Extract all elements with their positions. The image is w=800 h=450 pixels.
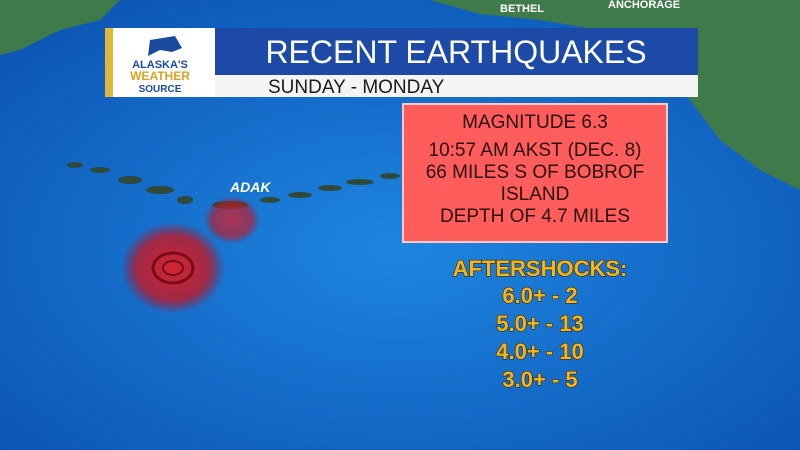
land-west (0, 0, 120, 55)
map-label: ANCHORAGE (608, 0, 680, 11)
info-box (402, 103, 668, 243)
aftershocks-heading: AFTERSHOCKS: (453, 256, 628, 281)
info-line: DEPTH OF 4.7 MILES (440, 206, 630, 227)
title-bar (215, 28, 698, 75)
info-line: ISLAND (501, 184, 570, 205)
subtitle: SUNDAY - MONDAY (268, 77, 445, 98)
epicenter (121, 196, 260, 314)
info-line: 66 MILES S OF BOBROF (426, 162, 645, 183)
logo-text: SOURCE (139, 84, 182, 95)
aftershock-item: 6.0+ - 2 (502, 283, 577, 308)
map-label: BETHEL (500, 3, 544, 15)
info-line: MAGNITUDE 6.3 (462, 112, 608, 133)
logo-map (148, 36, 182, 56)
logo-stripe (105, 28, 113, 97)
aftershock-item: 5.0+ - 13 (496, 311, 583, 336)
title: RECENT EARTHQUAKES (265, 34, 646, 70)
aftershock-item: 4.0+ - 10 (496, 339, 583, 364)
logo-text: ALASKA'S (132, 59, 188, 71)
aftershock-item: 3.0+ - 5 (502, 367, 577, 392)
subtitle-bar (215, 75, 698, 97)
info-lines: MAGNITUDE 6.3 10:57 AM AKST (DEC. 8)66 MI… (426, 112, 645, 227)
aftershocks-list: 6.0+ - 2 5.0+ - 13 4.0+ - 10 3.0+ - 5 (496, 282, 585, 392)
logo-text: WEATHER (130, 69, 190, 83)
mainland (430, 0, 800, 190)
map-label: ADAK (229, 179, 271, 195)
info-line: 10:57 AM AKST (DEC. 8) (429, 140, 642, 161)
